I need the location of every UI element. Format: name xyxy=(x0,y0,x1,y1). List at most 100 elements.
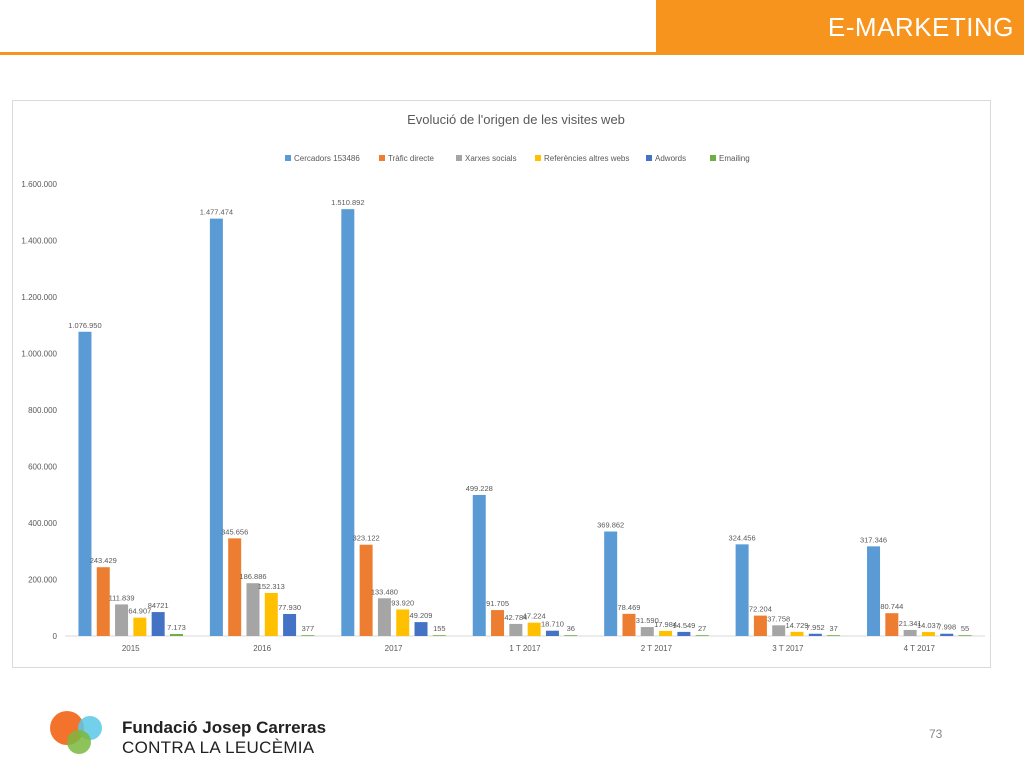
data-label: 49.209 xyxy=(410,611,433,620)
bar xyxy=(677,631,691,636)
data-label: 133.480 xyxy=(371,587,398,596)
x-tick-label: 2017 xyxy=(385,644,403,653)
x-tick-label: 2015 xyxy=(122,644,140,653)
y-tick-label: 400.000 xyxy=(28,519,57,528)
bar xyxy=(133,617,147,636)
bar xyxy=(753,615,767,636)
legend-swatch xyxy=(379,155,385,161)
bar xyxy=(659,630,673,636)
data-label: 323.122 xyxy=(353,534,380,543)
data-label: 31.590 xyxy=(636,616,659,625)
header-rule xyxy=(0,52,1024,55)
data-label: 317.346 xyxy=(860,535,887,544)
data-label: 37.758 xyxy=(767,614,790,623)
data-label: 42.784 xyxy=(504,613,527,622)
bar xyxy=(169,633,183,636)
page-number: 73 xyxy=(929,727,943,741)
legend-label: Referències altres webs xyxy=(544,154,629,163)
y-tick-label: 800.000 xyxy=(28,406,57,415)
data-label: 499.228 xyxy=(466,484,493,493)
x-tick-label: 2016 xyxy=(253,644,271,653)
header-title: E-MARKETING xyxy=(827,12,1014,42)
x-tick-label: 1 T 2017 xyxy=(509,644,541,653)
organization-name: Fundació Josep Carreras xyxy=(122,718,327,737)
bar xyxy=(341,209,355,636)
bar xyxy=(414,622,428,636)
legend-swatch xyxy=(456,155,462,161)
legend-label: Tràfic directe xyxy=(388,154,434,163)
data-label: 47.224 xyxy=(523,612,546,621)
data-label: 1.076.950 xyxy=(68,321,101,330)
bar xyxy=(472,494,486,636)
legend-label: Emailing xyxy=(719,154,750,163)
legend-label: Cercadors 153486 xyxy=(294,154,360,163)
data-label: 14.037 xyxy=(917,621,940,630)
bar xyxy=(808,633,822,636)
bar xyxy=(432,635,446,636)
y-tick-label: 600.000 xyxy=(28,463,57,472)
legend-label: Xarxes socials xyxy=(465,154,517,163)
header-banner: E-MARKETING xyxy=(656,0,1024,53)
x-tick-label: 3 T 2017 xyxy=(772,644,804,653)
bar xyxy=(827,635,841,636)
chart-container: Evolució de l'origen de les visites web C… xyxy=(12,100,991,668)
data-label: 91.705 xyxy=(486,599,509,608)
chart-title: Evolució de l'origen de les visites web xyxy=(407,112,625,127)
data-label: 77.930 xyxy=(278,603,301,612)
bar xyxy=(96,567,110,636)
data-label: 17.984 xyxy=(654,620,677,629)
data-label: 14.549 xyxy=(672,621,695,630)
x-tick-label: 4 T 2017 xyxy=(904,644,936,653)
data-label: 80.744 xyxy=(880,602,903,611)
data-label: 369.862 xyxy=(597,521,624,530)
y-tick-label: 1.200.000 xyxy=(21,293,57,302)
bar xyxy=(246,583,260,636)
data-label: 27 xyxy=(698,624,706,633)
bar xyxy=(151,612,165,636)
bar xyxy=(622,613,636,636)
bar xyxy=(228,538,242,636)
data-label: 7.173 xyxy=(167,623,186,632)
bar xyxy=(283,613,297,636)
x-tick-label: 2 T 2017 xyxy=(641,644,673,653)
y-tick-label: 0 xyxy=(53,632,58,641)
bar xyxy=(867,546,881,636)
legend-swatch xyxy=(646,155,652,161)
bar xyxy=(209,218,223,636)
bar xyxy=(301,635,315,636)
bar-chart: Evolució de l'origen de les visites web C… xyxy=(21,112,985,653)
bar xyxy=(564,635,578,636)
bar xyxy=(377,598,391,636)
data-label: 21.341 xyxy=(899,619,922,628)
y-tick-label: 1.600.000 xyxy=(21,180,57,189)
legend-swatch xyxy=(535,155,541,161)
bar xyxy=(78,331,92,636)
data-label: 93.920 xyxy=(391,598,414,607)
foundation-logo xyxy=(50,711,102,754)
legend-swatch xyxy=(285,155,291,161)
bar xyxy=(958,635,972,636)
data-label: 345.656 xyxy=(221,527,248,536)
legend-label: Adwords xyxy=(655,154,686,163)
bar xyxy=(115,604,129,636)
data-label: 37 xyxy=(829,624,837,633)
data-label: 152.313 xyxy=(258,582,285,591)
y-tick-label: 200.000 xyxy=(28,576,57,585)
data-label: 7.952 xyxy=(806,623,825,632)
organization-subtitle: CONTRA LA LEUCÈMIA xyxy=(122,738,315,757)
bar xyxy=(640,627,654,636)
bar xyxy=(772,625,786,636)
data-label: 155 xyxy=(433,624,446,633)
bar xyxy=(921,632,935,636)
data-label: 78.469 xyxy=(618,603,641,612)
bar xyxy=(264,592,278,636)
bar xyxy=(359,544,373,636)
y-tick-label: 1.000.000 xyxy=(21,350,57,359)
bar xyxy=(903,629,917,636)
bar xyxy=(509,623,523,636)
data-label: 36 xyxy=(567,624,575,633)
legend-swatch xyxy=(710,155,716,161)
bar xyxy=(940,633,954,636)
bar xyxy=(491,610,505,636)
data-label: 1.477.474 xyxy=(200,208,233,217)
